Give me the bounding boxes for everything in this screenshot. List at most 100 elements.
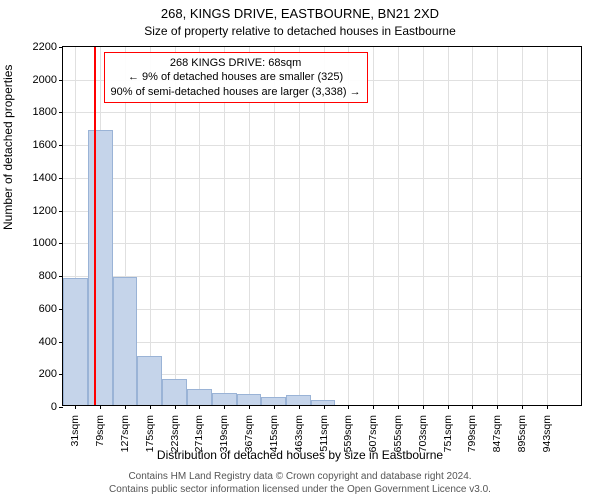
histogram-bar xyxy=(187,389,212,405)
x-tick-label: 415sqm xyxy=(268,415,280,452)
y-tick-mark xyxy=(59,47,63,48)
gridline-h xyxy=(63,309,581,310)
y-tick-label: 1600 xyxy=(33,139,57,151)
histogram-bar xyxy=(88,130,113,405)
x-tick-mark xyxy=(125,405,126,409)
x-tick-label: 847sqm xyxy=(491,415,503,452)
y-tick-mark xyxy=(59,145,63,146)
x-tick-mark xyxy=(547,405,548,409)
footer-line-1: Contains HM Land Registry data © Crown c… xyxy=(0,471,600,484)
x-tick-mark xyxy=(199,405,200,409)
y-tick-label: 800 xyxy=(39,270,57,282)
footer-attribution: Contains HM Land Registry data © Crown c… xyxy=(0,471,600,496)
x-tick-label: 559sqm xyxy=(342,415,354,452)
y-tick-label: 2000 xyxy=(33,74,57,86)
x-tick-mark xyxy=(348,405,349,409)
x-tick-label: 895sqm xyxy=(516,415,528,452)
gridline-v xyxy=(448,47,449,405)
y-tick-mark xyxy=(59,276,63,277)
gridline-v xyxy=(522,47,523,405)
x-axis-label: Distribution of detached houses by size … xyxy=(0,448,600,462)
x-tick-mark xyxy=(224,405,225,409)
x-tick-mark xyxy=(324,405,325,409)
gridline-v xyxy=(547,47,548,405)
gridline-h xyxy=(63,243,581,244)
y-tick-label: 1400 xyxy=(33,172,57,184)
annotation-line-1: 268 KINGS DRIVE: 68sqm xyxy=(111,56,361,70)
y-tick-label: 1000 xyxy=(33,237,57,249)
x-tick-mark xyxy=(274,405,275,409)
gridline-v xyxy=(373,47,374,405)
gridline-v xyxy=(398,47,399,405)
x-tick-mark xyxy=(497,405,498,409)
marker-line xyxy=(94,47,96,405)
histogram-bar xyxy=(212,393,237,405)
gridline-h xyxy=(63,112,581,113)
x-tick-mark xyxy=(299,405,300,409)
x-tick-mark xyxy=(398,405,399,409)
x-tick-label: 367sqm xyxy=(243,415,255,452)
histogram-bar xyxy=(137,356,162,405)
x-tick-label: 223sqm xyxy=(169,415,181,452)
gridline-h xyxy=(63,178,581,179)
annotation-line-2: ← 9% of detached houses are smaller (325… xyxy=(111,70,361,84)
y-axis-label: Number of detached properties xyxy=(1,65,15,230)
histogram-bar xyxy=(311,400,336,405)
y-tick-label: 1800 xyxy=(33,106,57,118)
gridline-h xyxy=(63,276,581,277)
x-tick-mark xyxy=(472,405,473,409)
x-tick-label: 463sqm xyxy=(293,415,305,452)
y-tick-mark xyxy=(59,80,63,81)
x-tick-label: 175sqm xyxy=(144,415,156,452)
gridline-v xyxy=(423,47,424,405)
histogram-bar xyxy=(113,277,138,405)
x-tick-mark xyxy=(522,405,523,409)
x-tick-label: 31sqm xyxy=(69,415,81,447)
x-tick-mark xyxy=(150,405,151,409)
y-tick-label: 600 xyxy=(39,303,57,315)
histogram-bar xyxy=(162,379,187,405)
x-tick-label: 943sqm xyxy=(541,415,553,452)
page-subtitle: Size of property relative to detached ho… xyxy=(0,24,600,38)
x-tick-label: 319sqm xyxy=(218,415,230,452)
histogram-chart: 0200400600800100012001400160018002000220… xyxy=(62,46,582,406)
y-tick-label: 1200 xyxy=(33,205,57,217)
y-tick-label: 2200 xyxy=(33,41,57,53)
y-tick-label: 0 xyxy=(51,401,57,413)
x-tick-mark xyxy=(249,405,250,409)
x-tick-label: 511sqm xyxy=(318,415,330,452)
gridline-v xyxy=(497,47,498,405)
x-tick-mark xyxy=(175,405,176,409)
x-tick-mark xyxy=(373,405,374,409)
x-tick-mark xyxy=(448,405,449,409)
annotation-line-3: 90% of semi-detached houses are larger (… xyxy=(111,85,361,99)
y-tick-mark xyxy=(59,112,63,113)
x-tick-label: 799sqm xyxy=(466,415,478,452)
y-tick-label: 400 xyxy=(39,336,57,348)
y-tick-mark xyxy=(59,178,63,179)
histogram-bar xyxy=(63,278,88,405)
x-tick-label: 607sqm xyxy=(367,415,379,452)
x-tick-label: 271sqm xyxy=(193,415,205,452)
y-tick-label: 200 xyxy=(39,368,57,380)
gridline-h xyxy=(63,342,581,343)
x-tick-mark xyxy=(423,405,424,409)
y-tick-mark xyxy=(59,211,63,212)
x-tick-label: 703sqm xyxy=(417,415,429,452)
footer-line-2: Contains public sector information licen… xyxy=(0,484,600,497)
x-tick-mark xyxy=(75,405,76,409)
gridline-h xyxy=(63,145,581,146)
x-tick-label: 655sqm xyxy=(392,415,404,452)
annotation-box: 268 KINGS DRIVE: 68sqm ← 9% of detached … xyxy=(104,52,368,103)
x-tick-label: 751sqm xyxy=(442,415,454,452)
x-tick-label: 79sqm xyxy=(94,415,106,447)
histogram-bar xyxy=(286,395,311,405)
x-tick-mark xyxy=(100,405,101,409)
gridline-h xyxy=(63,211,581,212)
histogram-bar xyxy=(237,394,261,405)
gridline-v xyxy=(472,47,473,405)
y-tick-mark xyxy=(59,407,63,408)
x-tick-label: 127sqm xyxy=(119,415,131,452)
histogram-bar xyxy=(261,397,286,405)
page-title: 268, KINGS DRIVE, EASTBOURNE, BN21 2XD xyxy=(0,6,600,21)
